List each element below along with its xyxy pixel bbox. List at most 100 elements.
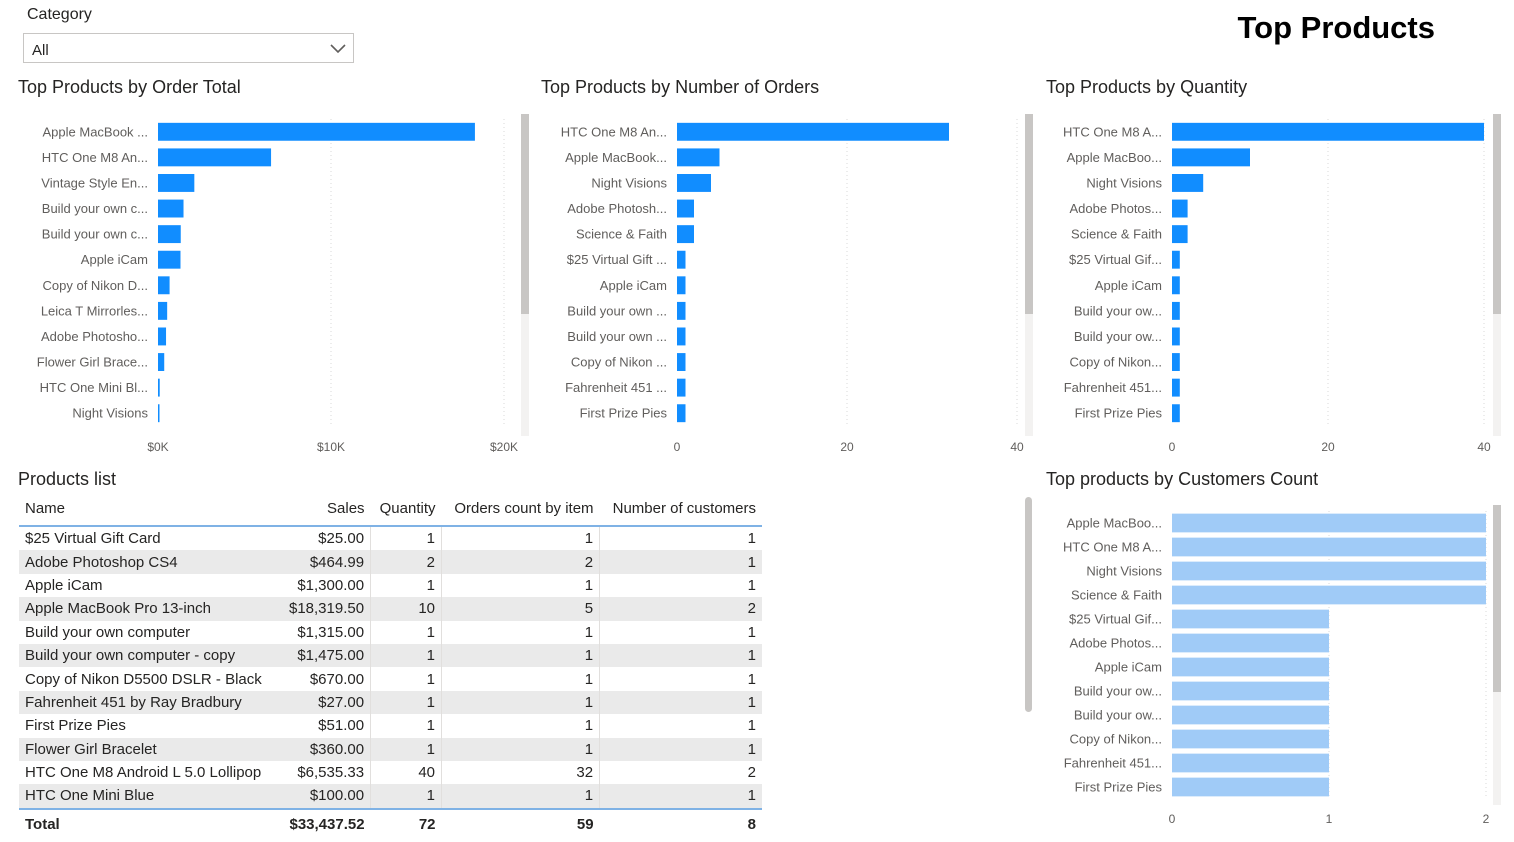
- table-row[interactable]: Build your own computer - copy $1,475.00 1…: [19, 643, 762, 668]
- table-cell: $1,300.00: [297, 576, 365, 594]
- bar[interactable]: [158, 199, 184, 218]
- bar[interactable]: [1172, 729, 1329, 749]
- table-row[interactable]: Apple iCam $1,300.00 1 1 1: [19, 573, 762, 598]
- bar[interactable]: [158, 174, 195, 192]
- table-cell: 1: [599, 573, 762, 598]
- table-row[interactable]: HTC One Mini Blue $100.00 1 1 1: [19, 784, 762, 809]
- table-cell: HTC One M8 Android L 5.0 Lollipop: [25, 764, 262, 782]
- bar[interactable]: [1172, 681, 1329, 701]
- bar[interactable]: [1172, 705, 1329, 725]
- category-label: HTC One M8 An...: [42, 150, 148, 165]
- table-row[interactable]: Apple MacBook Pro 13-inch $18,319.50 10 5 2: [19, 597, 762, 621]
- bar[interactable]: [677, 122, 949, 141]
- column-header-number-of-customers[interactable]: Number of customers: [599, 492, 762, 527]
- bar[interactable]: [677, 148, 720, 167]
- table-row[interactable]: $25 Virtual Gift Card $25.00 1 1 1: [19, 526, 762, 551]
- table-row[interactable]: First Prize Pies $51.00 1 1 1: [19, 714, 762, 738]
- table-row[interactable]: Build your own computer $1,315.00 1 1 1: [19, 620, 762, 644]
- bar[interactable]: [677, 301, 686, 320]
- bar[interactable]: [1172, 225, 1188, 244]
- bar[interactable]: [1172, 327, 1180, 346]
- table-cell: $18,319.50: [279, 597, 371, 621]
- column-header-sales[interactable]: Sales: [279, 492, 371, 527]
- category-label: Science & Faith: [1071, 227, 1162, 242]
- chart-scrollbar-track[interactable]: [1493, 114, 1501, 436]
- bar[interactable]: [677, 276, 686, 295]
- category-dropdown[interactable]: All: [23, 33, 354, 63]
- bar[interactable]: [1172, 513, 1486, 533]
- bar[interactable]: [1172, 199, 1188, 218]
- table-cell: $1,475.00: [279, 643, 371, 668]
- bar[interactable]: [1172, 301, 1180, 320]
- x-tick-label: 1: [1326, 812, 1333, 826]
- chart-scrollbar-track[interactable]: [1025, 114, 1033, 436]
- table-cell: First Prize Pies: [25, 717, 126, 735]
- bar[interactable]: [1172, 633, 1329, 653]
- chart-scrollbar-thumb[interactable]: [521, 114, 529, 314]
- column-header-orders-count[interactable]: Orders count by item: [441, 492, 600, 527]
- column-header-name[interactable]: Name: [19, 492, 280, 527]
- table-header-row: Name Sales Quantity Orders count by item…: [19, 492, 762, 527]
- table-scrollbar-thumb[interactable]: [1025, 497, 1032, 712]
- category-label: $25 Virtual Gif...: [1069, 612, 1162, 627]
- bar[interactable]: [158, 250, 181, 269]
- bar[interactable]: [677, 174, 711, 192]
- bar[interactable]: [1172, 561, 1486, 581]
- bar[interactable]: [158, 327, 167, 346]
- chart-scrollbar-thumb[interactable]: [1493, 505, 1501, 692]
- bar[interactable]: [677, 225, 694, 244]
- bar[interactable]: [1172, 777, 1329, 797]
- table-cell: 2: [599, 760, 762, 785]
- bar[interactable]: [158, 353, 165, 371]
- table-row[interactable]: Fahrenheit 451 by Ray Bradbury $27.00 1 1 1: [19, 690, 762, 715]
- bar[interactable]: [1172, 250, 1180, 269]
- chart-scrollbar-track[interactable]: [1493, 505, 1501, 805]
- bar[interactable]: [1172, 122, 1484, 141]
- bar[interactable]: [677, 353, 686, 371]
- table-cell: 1: [440, 643, 600, 668]
- category-label: HTC One M8 A...: [1063, 124, 1162, 139]
- table-cell: Copy of Nikon D5500 DSLR - Black: [25, 670, 262, 688]
- bar[interactable]: [158, 301, 168, 320]
- bar[interactable]: [677, 378, 686, 397]
- category-label: Apple iCam: [1095, 660, 1162, 675]
- category-label: Night Visions: [1086, 564, 1162, 579]
- bar[interactable]: [677, 250, 686, 269]
- category-label: Apple iCam: [1095, 278, 1162, 293]
- bar[interactable]: [158, 276, 170, 295]
- bar[interactable]: [1172, 404, 1180, 423]
- chart-scrollbar-thumb[interactable]: [1025, 114, 1033, 314]
- page-title: Top Products: [1237, 10, 1435, 45]
- column-header-quantity[interactable]: Quantity: [370, 492, 442, 527]
- table-cell: $100.00: [279, 784, 371, 809]
- table-row[interactable]: Adobe Photoshop CS4 $464.99 2 2 1: [19, 550, 762, 574]
- bar[interactable]: [1172, 537, 1486, 557]
- bar[interactable]: [1172, 174, 1204, 192]
- bar[interactable]: [1172, 657, 1329, 677]
- bar[interactable]: [677, 327, 686, 346]
- bar[interactable]: [1172, 148, 1250, 167]
- table-cell: 1: [370, 784, 442, 809]
- bar[interactable]: [1172, 378, 1180, 397]
- table-row[interactable]: Copy of Nikon D5500 DSLR - Black $670.00 1…: [19, 667, 762, 691]
- category-label: Build your own ...: [567, 329, 667, 344]
- category-label: Apple MacBoo...: [1067, 516, 1162, 531]
- bar[interactable]: [677, 404, 686, 423]
- table-cell: 1: [370, 643, 442, 668]
- bar[interactable]: [158, 404, 160, 423]
- table-cell: $25.00: [318, 530, 365, 548]
- table-row[interactable]: Flower Girl Bracelet $360.00 1 1 1: [19, 737, 762, 761]
- bar[interactable]: [677, 199, 694, 218]
- table-row[interactable]: HTC One M8 Android L 5.0 Lollipop $6,535.…: [19, 760, 762, 785]
- bar[interactable]: [158, 225, 181, 244]
- bar[interactable]: [158, 148, 272, 167]
- bar[interactable]: [158, 378, 160, 397]
- bar[interactable]: [1172, 609, 1329, 629]
- chart-scrollbar-thumb[interactable]: [1493, 114, 1501, 314]
- bar[interactable]: [1172, 753, 1329, 773]
- bar[interactable]: [158, 122, 475, 141]
- chart-scrollbar-track[interactable]: [521, 114, 529, 436]
- bar[interactable]: [1172, 276, 1180, 295]
- bar[interactable]: [1172, 585, 1486, 605]
- bar[interactable]: [1172, 353, 1180, 371]
